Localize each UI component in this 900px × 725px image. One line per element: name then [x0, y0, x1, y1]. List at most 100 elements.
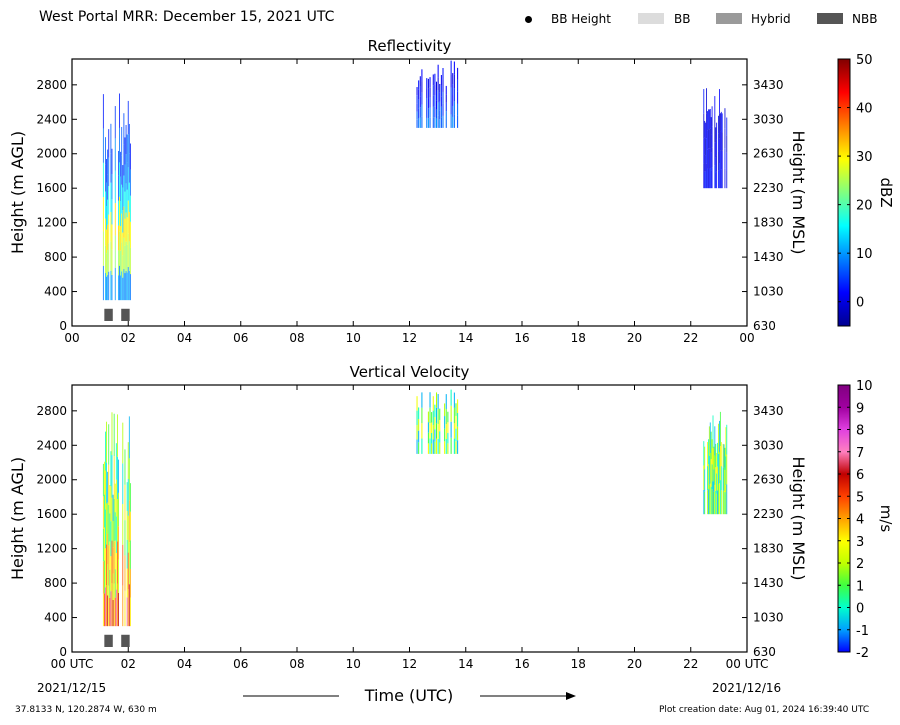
- echo-cell: [102, 561, 104, 594]
- colorbar-tick-label: 5: [856, 490, 864, 505]
- echo-cell: [718, 151, 719, 171]
- echo-cell: [114, 597, 116, 627]
- echo-cell: [440, 106, 442, 118]
- echo-cell: [444, 441, 446, 454]
- echo-cell: [127, 515, 129, 553]
- echo-cell: [128, 416, 130, 459]
- echo-cell: [713, 469, 715, 492]
- echo-cell: [707, 111, 708, 131]
- echo-cell: [715, 157, 717, 173]
- echo-cell: [113, 541, 115, 584]
- echo-cell: [719, 483, 720, 515]
- colorbar-tick-label: 0: [856, 602, 864, 617]
- echo-cell: [119, 93, 120, 128]
- echo-cell: [118, 559, 119, 593]
- echo-cell: [432, 85, 434, 96]
- echo-cell: [715, 172, 717, 189]
- echo-cell: [447, 443, 449, 454]
- echo-cell: [416, 119, 418, 128]
- echo-cell: [432, 439, 434, 454]
- echo-cell: [444, 403, 446, 417]
- echo-cell: [123, 175, 125, 207]
- echo-cell: [453, 88, 455, 102]
- echo-cell: [126, 539, 128, 569]
- echo-cell: [705, 155, 707, 172]
- echo-cell: [714, 426, 716, 456]
- echo-cell: [719, 113, 720, 139]
- echo-cell: [108, 585, 110, 627]
- echo-cell: [119, 162, 120, 197]
- echo-cell: [105, 245, 106, 273]
- echo-cell: [122, 255, 124, 278]
- echo-cell: [711, 489, 713, 515]
- echo-cell: [416, 95, 418, 104]
- echo-cell: [104, 461, 105, 495]
- echo-cell: [703, 138, 705, 164]
- echo-cell: [416, 425, 418, 440]
- echo-cell: [124, 191, 126, 219]
- echo-cell: [122, 187, 124, 211]
- echo-cell: [114, 512, 116, 541]
- echo-cell: [123, 206, 125, 238]
- echo-cell: [726, 135, 728, 153]
- echo-cell: [439, 101, 441, 111]
- echo-cell: [108, 424, 110, 465]
- echo-cell: [128, 182, 130, 213]
- echo-cell: [114, 569, 116, 598]
- echo-cell: [709, 128, 711, 149]
- echo-cell: [453, 61, 455, 75]
- y2-axis-label: Height (m MSL): [789, 456, 808, 580]
- echo-cell: [723, 444, 725, 468]
- echo-cell: [726, 170, 728, 189]
- echo-cell: [714, 455, 716, 485]
- echo-cell: [108, 129, 110, 158]
- echo-cell: [437, 64, 439, 78]
- echo-cell: [714, 165, 716, 189]
- echo-cell: [710, 152, 712, 171]
- echo-cell: [439, 431, 441, 443]
- echo-cell: [421, 116, 423, 128]
- echo-cell: [419, 117, 421, 128]
- echo-cell: [127, 478, 129, 516]
- echo-cell: [119, 265, 120, 301]
- echo-cell: [709, 168, 711, 189]
- echo-cell: [709, 483, 711, 515]
- echo-cell: [421, 69, 423, 82]
- colorbar-tick-label: 10: [856, 247, 873, 262]
- echo-cell: [421, 92, 423, 105]
- echo-cell: [457, 79, 459, 92]
- echo-region: [102, 93, 131, 301]
- echo-cell: [714, 484, 716, 515]
- echo-cell: [129, 274, 131, 301]
- x-tick-label: 08: [289, 331, 304, 345]
- echo-cell: [721, 150, 723, 170]
- echo-cell: [711, 464, 713, 490]
- echo-cell: [124, 218, 126, 246]
- echo-cell: [445, 119, 447, 128]
- colorbar-label: dBZ: [877, 177, 895, 207]
- echo-cell: [434, 416, 436, 430]
- echo-cell: [710, 117, 712, 135]
- y2-tick-label: 1030: [753, 611, 784, 625]
- echo-cell: [726, 424, 728, 455]
- echo-cell: [125, 241, 127, 271]
- echo-cell: [706, 138, 707, 164]
- echo-cell: [706, 163, 707, 189]
- y-tick-label: 1600: [36, 181, 67, 195]
- echo-cell: [718, 484, 719, 515]
- echo-cell: [418, 419, 420, 431]
- echo-cell: [105, 587, 106, 627]
- echo-cell: [427, 98, 429, 109]
- echo-cell: [118, 492, 119, 527]
- nbb-marker: [104, 308, 113, 321]
- echo-region: [703, 88, 728, 189]
- echo-cell: [114, 540, 116, 570]
- echo-cell: [125, 270, 127, 301]
- echo-cell: [123, 237, 125, 270]
- echo-cell: [106, 206, 107, 230]
- echo-cell: [723, 490, 725, 515]
- echo-cell: [450, 87, 452, 102]
- echo-cell: [715, 127, 717, 143]
- echo-cell: [721, 169, 723, 189]
